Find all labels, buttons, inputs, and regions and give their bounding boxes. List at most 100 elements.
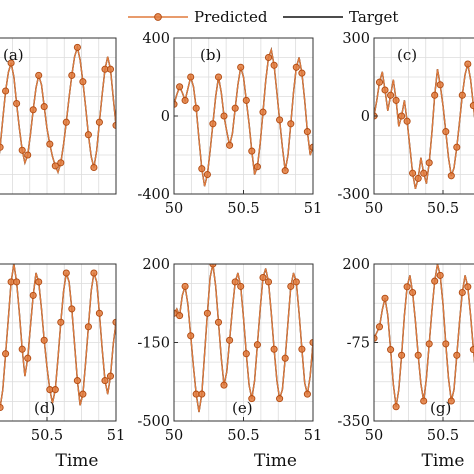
predicted-point <box>264 53 273 62</box>
predicted-point <box>248 147 256 155</box>
predicted-point <box>57 318 65 326</box>
series-line-target <box>374 63 474 189</box>
predicted-point <box>398 112 406 120</box>
panel-label: (b) <box>200 46 221 64</box>
predicted-point <box>442 128 450 136</box>
predicted-point <box>231 278 239 286</box>
panel-label: (d) <box>34 399 55 417</box>
predicted-point <box>198 390 206 398</box>
predicted-point <box>220 112 228 120</box>
predicted-point <box>231 104 239 112</box>
y-tick-label: 200 <box>142 257 170 273</box>
x-axis-label: Time <box>56 451 99 471</box>
predicted-point <box>270 61 278 69</box>
predicted-point <box>381 86 389 94</box>
predicted-point <box>84 131 92 139</box>
x-tick-label: 51 <box>304 428 322 444</box>
predicted-point <box>375 78 384 86</box>
predicted-point <box>79 390 87 398</box>
predicted-point <box>469 102 474 110</box>
predicted-point <box>68 71 76 79</box>
predicted-point <box>453 143 461 151</box>
predicted-point <box>425 340 433 348</box>
predicted-point <box>62 118 70 126</box>
predicted-point <box>447 397 455 405</box>
predicted-point <box>68 305 76 313</box>
x-tick-label: 51 <box>107 428 125 444</box>
predicted-point <box>387 91 395 99</box>
predicted-point <box>420 169 428 177</box>
x-tick-label: 50.5 <box>227 428 259 444</box>
predicted-point <box>40 336 48 344</box>
predicted-point <box>458 288 466 297</box>
predicted-point <box>90 163 98 172</box>
x-tick-label: 50 <box>165 428 183 444</box>
panel-c: -300 0 300 50 50.5 (c) <box>337 31 474 217</box>
predicted-point <box>374 334 378 342</box>
predicted-point <box>106 65 115 73</box>
predicted-point <box>253 341 261 349</box>
y-tick-label: -500 <box>137 414 170 430</box>
predicted-point <box>29 291 37 299</box>
x-axis-label: Time <box>254 451 297 471</box>
axes-frame <box>0 37 117 195</box>
y-tick-label: -75 <box>347 336 370 352</box>
predicted-point <box>242 96 250 104</box>
series-line-predicted <box>174 47 313 187</box>
plot-area <box>174 264 313 413</box>
predicted-point <box>387 346 395 354</box>
predicted-point <box>226 336 234 344</box>
x-tick-label: 50 <box>365 201 383 217</box>
y-tick-label: -300 <box>337 187 370 203</box>
predicted-point <box>298 69 306 77</box>
predicted-point <box>281 167 289 175</box>
y-tick-label: 400 <box>142 31 170 47</box>
predicted-point <box>2 87 10 95</box>
legend-predicted-marker <box>154 13 162 21</box>
series-line-predicted <box>374 63 474 189</box>
series-line-predicted <box>0 44 116 175</box>
predicted-point <box>187 73 195 81</box>
predicted-point <box>264 278 273 286</box>
predicted-point <box>35 71 43 79</box>
predicted-point <box>24 354 32 362</box>
predicted-point <box>248 395 256 403</box>
x-axis-label: Time <box>422 451 465 471</box>
predicted-point <box>398 351 406 359</box>
predicted-point <box>214 73 223 81</box>
predicted-point <box>270 345 278 353</box>
predicted-point <box>79 78 87 86</box>
y-tick-label: -350 <box>337 414 370 430</box>
y-tick-label: -400 <box>137 187 170 203</box>
predicted-point <box>226 141 234 149</box>
predicted-point <box>292 63 300 71</box>
predicted-point <box>220 381 228 389</box>
predicted-point <box>425 159 433 167</box>
predicted-point <box>403 283 411 291</box>
predicted-point <box>442 340 450 348</box>
panel-label: (g) <box>430 399 451 417</box>
predicted-point <box>287 120 295 128</box>
predicted-point <box>453 351 461 359</box>
predicted-point <box>409 169 417 177</box>
predicted-point <box>24 151 32 159</box>
predicted-point <box>174 100 178 108</box>
predicted-point <box>209 120 217 128</box>
predicted-point <box>112 318 116 326</box>
predicted-point <box>0 143 4 151</box>
predicted-point <box>287 282 295 290</box>
series-line-predicted <box>174 264 313 413</box>
predicted-point <box>29 106 37 114</box>
predicted-point <box>0 403 4 412</box>
predicted-point <box>409 288 417 297</box>
predicted-point <box>276 395 284 403</box>
predicted-point <box>181 96 189 104</box>
predicted-point <box>35 278 43 286</box>
predicted-point <box>2 350 10 358</box>
predicted-point <box>464 60 472 68</box>
predicted-point <box>90 269 98 277</box>
predicted-point <box>253 163 261 171</box>
predicted-point <box>73 43 81 51</box>
predicted-point <box>13 278 21 286</box>
series-line-predicted <box>374 264 474 407</box>
